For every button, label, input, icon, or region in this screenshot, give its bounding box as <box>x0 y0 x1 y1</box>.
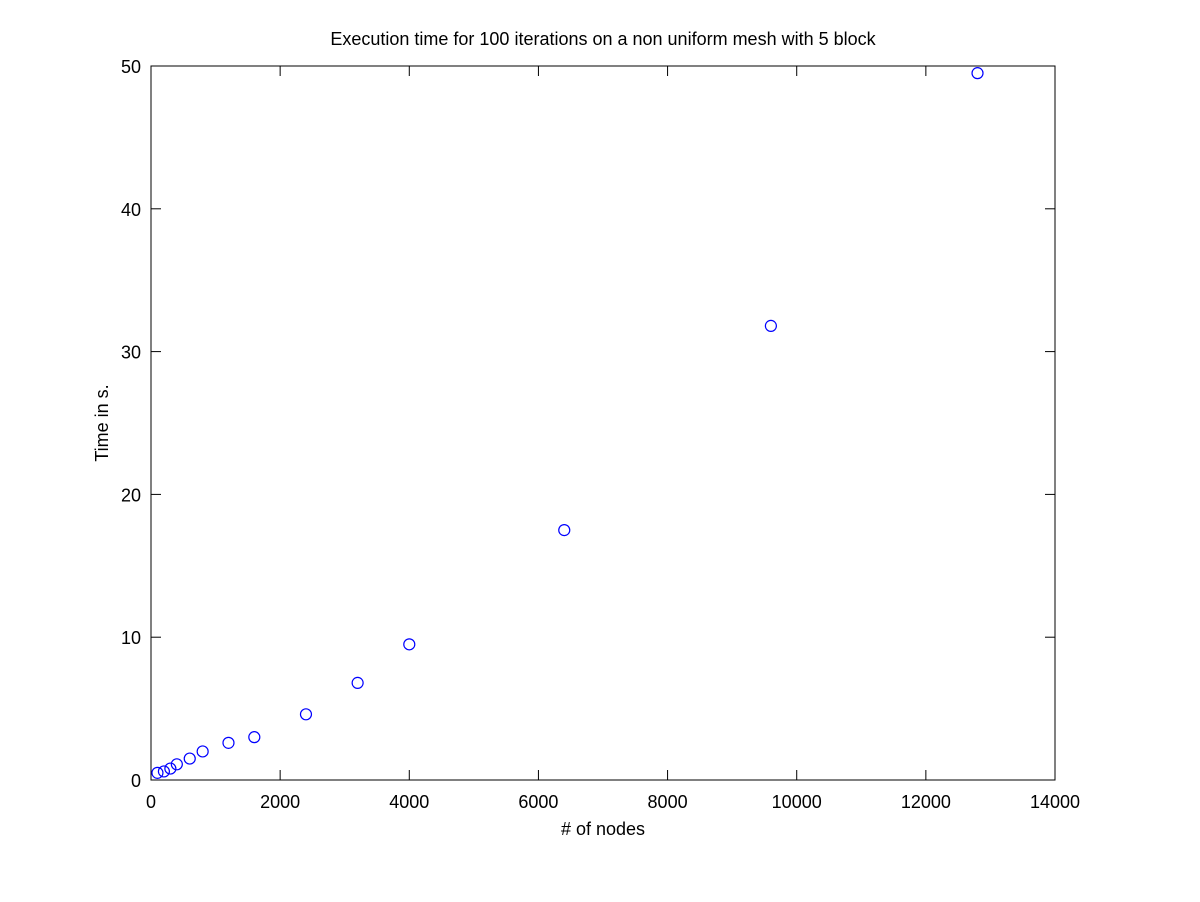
data-point <box>351 676 364 689</box>
x-tick-label: 6000 <box>518 792 558 812</box>
y-tick-label: 50 <box>121 57 141 77</box>
data-point <box>403 638 416 651</box>
chart-title: Execution time for 100 iterations on a n… <box>330 29 876 49</box>
x-tick-label: 2000 <box>260 792 300 812</box>
y-axis-label: Time in s. <box>92 384 112 461</box>
data-point <box>164 762 177 775</box>
data-point <box>299 708 313 721</box>
data-point <box>151 766 164 779</box>
data-points <box>151 67 984 779</box>
plot-frame <box>150 65 1056 781</box>
data-point <box>971 67 984 80</box>
x-axis-label: # of nodes <box>561 819 645 839</box>
x-tick-label: 12000 <box>901 792 951 812</box>
data-point <box>222 736 235 749</box>
x-tick-label: 8000 <box>648 792 688 812</box>
data-point <box>170 758 183 771</box>
data-point <box>764 319 777 332</box>
y-tick-label: 0 <box>131 771 141 791</box>
y-tick-label: 30 <box>121 343 141 363</box>
axes: 0 2000 4000 6000 8000 10000 12000 14000 0 10 20 30 4… <box>121 57 1080 812</box>
x-tick-label: 10000 <box>772 792 822 812</box>
x-tick-label: 4000 <box>389 792 429 812</box>
data-point <box>558 523 571 537</box>
x-tick-label: 0 <box>146 792 156 812</box>
y-tick-label: 40 <box>121 200 141 220</box>
data-point <box>183 752 196 765</box>
y-tick-label: 20 <box>121 485 141 505</box>
data-point <box>157 765 171 778</box>
y-tick-label: 10 <box>121 628 141 648</box>
x-tick-label: 14000 <box>1030 792 1080 812</box>
data-point <box>248 731 261 744</box>
data-point <box>196 745 209 758</box>
